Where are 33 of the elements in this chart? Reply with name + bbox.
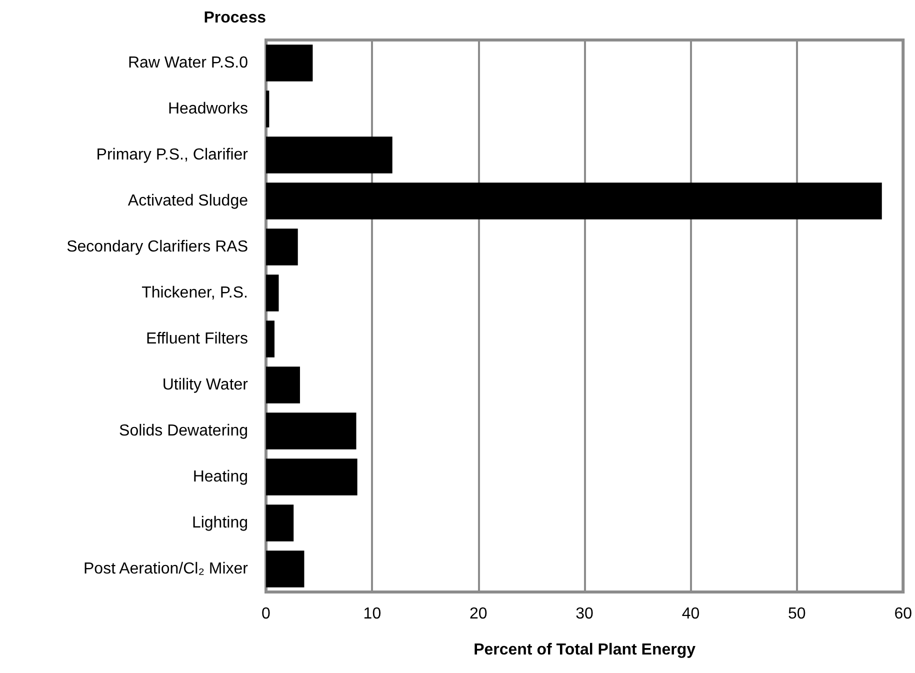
y-axis-title: Process — [204, 10, 266, 26]
x-tick-label: 10 — [363, 606, 382, 622]
y-tick-label: Secondary Clarifiers RAS — [66, 238, 248, 256]
x-tick-label: 50 — [788, 606, 806, 622]
y-tick-label: Headworks — [168, 100, 248, 118]
y-tick-label: Lighting — [192, 514, 248, 532]
x-tick-label: 20 — [469, 606, 488, 622]
bar — [266, 228, 298, 266]
y-tick-label: Effluent Filters — [146, 330, 248, 348]
bar — [266, 182, 882, 220]
bar — [266, 458, 358, 496]
x-tick-label: 0 — [262, 606, 271, 622]
bar — [266, 504, 294, 542]
x-tick-label: 30 — [576, 606, 594, 622]
y-tick-label: Post Aeration/Cl₂ Mixer — [84, 560, 249, 578]
x-tick-label: 40 — [682, 606, 700, 622]
x-tick-label: 60 — [894, 606, 912, 622]
x-axis-title: Percent of Total Plant Energy — [474, 642, 696, 658]
y-tick-label: Utility Water — [162, 376, 249, 394]
y-tick-label: Activated Sludge — [128, 192, 248, 210]
bar — [266, 274, 279, 312]
bar — [266, 90, 270, 128]
bar — [266, 412, 356, 450]
y-tick-label: Primary P.S., Clarifier — [96, 146, 249, 164]
bar — [266, 550, 304, 588]
y-tick-label: Thickener, P.S. — [142, 284, 248, 302]
y-tick-label: Raw Water P.S.0 — [128, 54, 248, 72]
y-tick-label: Solids Dewatering — [119, 422, 248, 440]
bar — [266, 44, 313, 82]
y-tick-label: Heating — [192, 468, 248, 486]
bar — [266, 320, 274, 358]
bar — [266, 366, 300, 404]
bar — [266, 136, 392, 174]
